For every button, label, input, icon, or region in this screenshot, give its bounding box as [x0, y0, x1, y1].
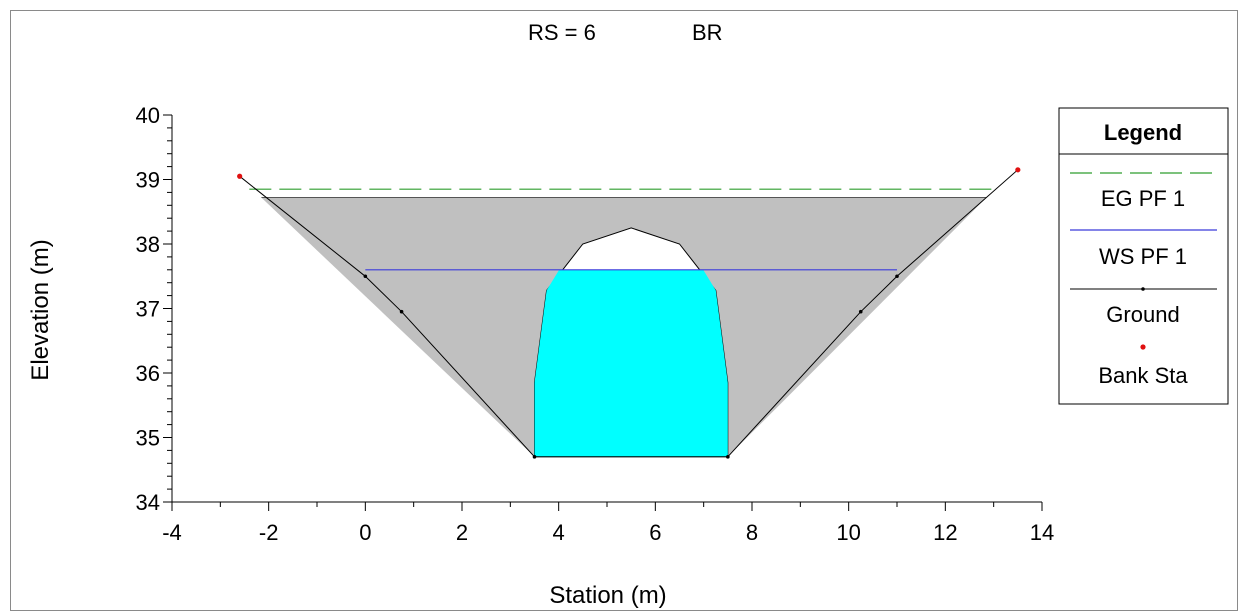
x-tick-label: 14: [1030, 520, 1054, 545]
y-axis-label: Elevation (m): [27, 239, 54, 380]
x-tick-label: 12: [933, 520, 957, 545]
ground-point: [895, 274, 899, 279]
y-tick-label: 39: [136, 168, 160, 193]
legend-box: [1058, 107, 1229, 405]
y-tick-label: 34: [136, 490, 160, 515]
legend-title: Legend: [1104, 120, 1182, 145]
x-tick-label: 10: [836, 520, 860, 545]
y-tick-label: 37: [136, 297, 160, 322]
x-tick-label: 4: [553, 520, 565, 545]
legend-bank-marker: [1140, 344, 1146, 350]
bank-station-point: [237, 173, 243, 179]
bank-station-point: [1015, 167, 1021, 173]
legend-ground-marker: [1141, 287, 1145, 291]
y-tick-label: 36: [136, 361, 160, 386]
legend-ws-label: WS PF 1: [1099, 244, 1187, 269]
chart-title-type: BR: [692, 20, 723, 45]
ground-point: [363, 274, 368, 279]
legend-bank-label: Bank Sta: [1098, 363, 1188, 388]
x-tick-label: 8: [746, 520, 758, 545]
x-tick-label: 6: [649, 520, 661, 545]
ground-point: [726, 455, 730, 459]
axes: -4 -2 0 2 4 6 8 10 12 14 34 35 36 37 38 39 40: [136, 103, 1055, 545]
y-tick-label: 35: [136, 426, 160, 451]
ground-point: [532, 455, 537, 459]
x-tick-label: 0: [359, 520, 371, 545]
x-axis-label: Station (m): [549, 582, 666, 609]
ground-point: [858, 309, 863, 314]
x-tick-label: -2: [259, 520, 279, 545]
ground-line: [239, 169, 1019, 458]
chart-title-rs: RS = 6: [528, 20, 596, 45]
legend-ground-label: Ground: [1106, 302, 1179, 327]
chart-frame: [10, 10, 1238, 611]
y-tick-label: 38: [136, 232, 160, 257]
legend: Legend EG PF 1 WS PF 1 Ground Bank Sta: [1058, 107, 1229, 405]
legend-eg-label: EG PF 1: [1101, 186, 1185, 211]
ground-point: [399, 309, 404, 314]
x-tick-label: -4: [162, 520, 182, 545]
plot-area: [237, 167, 1021, 459]
y-tick-label: 40: [136, 103, 160, 128]
x-tick-label: 2: [456, 520, 468, 545]
water-area: [534, 269, 728, 457]
